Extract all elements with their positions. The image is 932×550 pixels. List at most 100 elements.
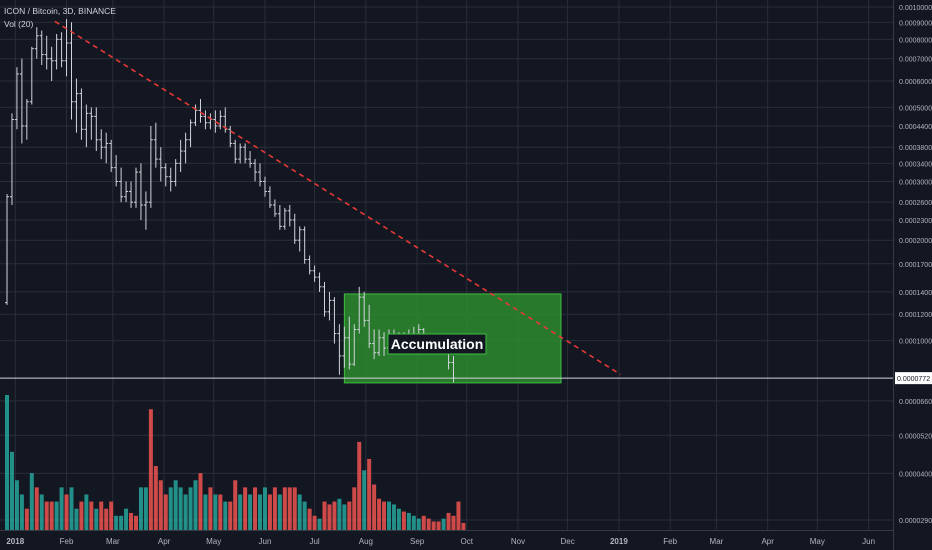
ohlc-bar <box>292 213 297 244</box>
volume-bar <box>357 441 362 530</box>
ohlc-bar <box>282 207 287 230</box>
volume-bar <box>441 518 446 530</box>
volume-bar <box>406 512 411 530</box>
ohlc-bar <box>153 122 158 168</box>
volume-bar <box>446 512 451 530</box>
volume-bar <box>267 494 272 530</box>
volume-bar <box>302 501 307 530</box>
ohlc-bar <box>79 88 84 140</box>
volume-bar <box>367 458 372 530</box>
volume-bar <box>387 501 392 530</box>
ohlc-bar <box>99 129 104 160</box>
volume-bar <box>188 487 193 530</box>
ohlc-bar <box>357 286 362 334</box>
y-tick-label: 0.0001000 <box>899 339 932 346</box>
volume-bar <box>431 521 436 530</box>
ohlc-bar <box>49 46 54 82</box>
volume-bar <box>327 504 332 530</box>
ohlc-bar <box>44 35 49 70</box>
volume-bar <box>49 501 54 530</box>
volume-bar <box>426 518 431 530</box>
volume-bar <box>208 487 213 530</box>
ohlc-bar <box>297 226 302 252</box>
ohlc-bar <box>133 167 138 208</box>
ohlc-bar <box>258 163 263 187</box>
y-tick-label: 0.0003400 <box>899 161 932 168</box>
y-tick-label: 0.0008000 <box>899 37 932 44</box>
volume-bar <box>223 501 228 530</box>
ohlc-bar <box>29 46 34 105</box>
ohlc-bar <box>317 272 322 292</box>
ohlc-bar <box>233 139 238 164</box>
volume-bar <box>129 512 134 530</box>
y-tick-label: 0.0009000 <box>899 20 932 27</box>
ohlc-bar <box>307 255 312 275</box>
y-tick-label: 0.0000660 <box>899 399 932 406</box>
volume-bar <box>382 501 387 530</box>
y-tick-label: 0.0001200 <box>899 312 932 319</box>
ohlc-bar <box>158 147 163 182</box>
volume-bar <box>272 487 277 530</box>
volume-bar <box>168 487 173 530</box>
price-tag-label: 0.0000772 <box>897 376 930 383</box>
volume-bar <box>213 494 218 530</box>
y-tick-label: 0.0004400 <box>899 124 932 131</box>
volume-bar <box>317 518 322 530</box>
ohlc-bar <box>248 151 253 168</box>
y-tick-label: 0.0002600 <box>899 200 932 207</box>
volume-bar <box>178 487 183 530</box>
ohlc-bar <box>327 291 332 321</box>
volume-bar <box>391 504 396 530</box>
volume-bar <box>297 494 302 530</box>
volume-bar <box>282 487 287 530</box>
volume-bar <box>362 470 367 530</box>
volume-bar <box>148 409 153 530</box>
annotation-box <box>387 333 487 355</box>
x-tick-label: 2019 <box>610 537 628 546</box>
volume-bar <box>292 487 297 530</box>
volume-bar <box>69 487 74 530</box>
y-tick-label: 0.0006000 <box>899 79 932 86</box>
volume-bar <box>322 501 327 530</box>
volume-bar <box>193 480 198 530</box>
x-tick-label: Dec <box>560 537 574 546</box>
volume-bar <box>79 501 84 530</box>
volume-bar <box>198 473 203 530</box>
volume-bar <box>138 487 143 530</box>
annotation-accumulation: Accumulation <box>391 336 484 352</box>
ohlc-bar <box>337 324 342 375</box>
ohlc-bar <box>74 78 79 133</box>
volume-bar <box>461 522 466 530</box>
volume-bar <box>347 501 352 530</box>
volume-bar <box>243 487 248 530</box>
ohlc-bar <box>124 181 129 203</box>
symbol-title: ICON / Bitcoin, 3D, BINANCE <box>4 6 116 16</box>
x-tick-label: Feb <box>663 537 677 546</box>
ohlc-bar <box>94 107 99 152</box>
y-tick-label: 0.0010000 <box>899 5 932 12</box>
ohlc-bar <box>262 176 267 197</box>
ohlc-bar <box>228 125 233 148</box>
x-tick-label: Jun <box>259 537 272 546</box>
ohlc-bar <box>19 58 24 144</box>
y-tick-label: 0.0000520 <box>899 433 932 440</box>
y-tick-label: 0.0007000 <box>899 57 932 64</box>
x-tick-label: Oct <box>461 537 474 546</box>
volume-bar <box>352 487 357 530</box>
ohlc-bar <box>312 265 317 282</box>
y-tick-label: 0.0003800 <box>899 145 932 152</box>
ohlc-bar <box>143 191 148 230</box>
ohlc-bar <box>352 324 357 366</box>
volume-bar <box>248 494 253 530</box>
volume-pane <box>5 395 466 530</box>
volume-bar <box>183 494 188 530</box>
y-tick-label: 0.0001400 <box>899 290 932 297</box>
volume-bar <box>332 501 337 530</box>
volume-bar <box>312 515 317 530</box>
volume-bar <box>411 515 416 530</box>
volume-bar <box>287 487 292 530</box>
volume-bar <box>104 508 109 530</box>
